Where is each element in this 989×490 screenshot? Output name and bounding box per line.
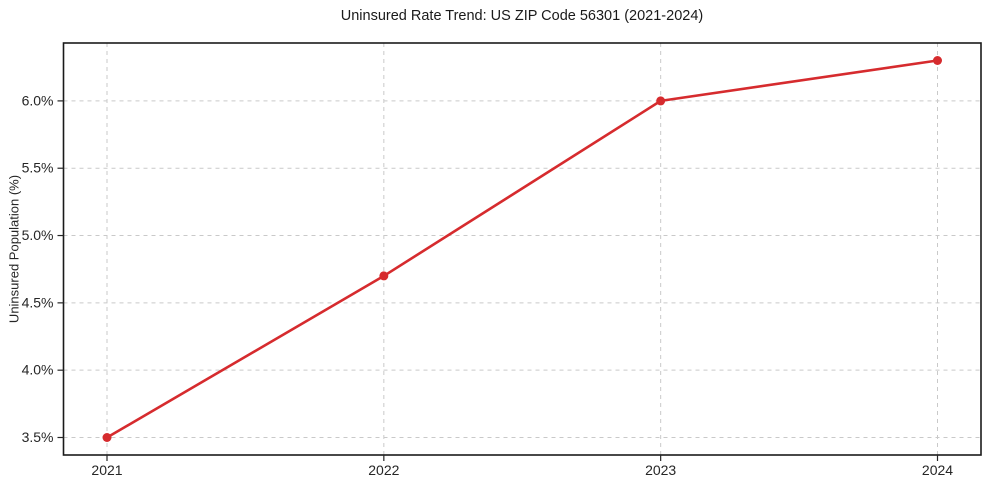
x-tick-label: 2022 <box>368 462 399 478</box>
data-point <box>379 271 389 281</box>
y-tick-label: 5.5% <box>22 160 54 176</box>
y-tick-label: 4.5% <box>22 294 54 310</box>
y-tick-label: 4.0% <box>22 362 54 378</box>
chart-title: Uninsured Rate Trend: US ZIP Code 56301 … <box>340 8 704 24</box>
data-point <box>933 56 942 66</box>
data-point <box>102 432 112 442</box>
y-tick-label: 6.0% <box>22 92 54 108</box>
x-tick-label: 2023 <box>645 462 676 478</box>
plot-border <box>62 42 982 456</box>
y-tick-label: 5.0% <box>22 227 54 243</box>
x-tick-label: 2024 <box>922 462 953 478</box>
data-point <box>656 96 666 106</box>
y-tick-label: 3.5% <box>22 429 54 445</box>
x-tick-label: 2021 <box>91 462 122 478</box>
data-line <box>105 59 939 439</box>
